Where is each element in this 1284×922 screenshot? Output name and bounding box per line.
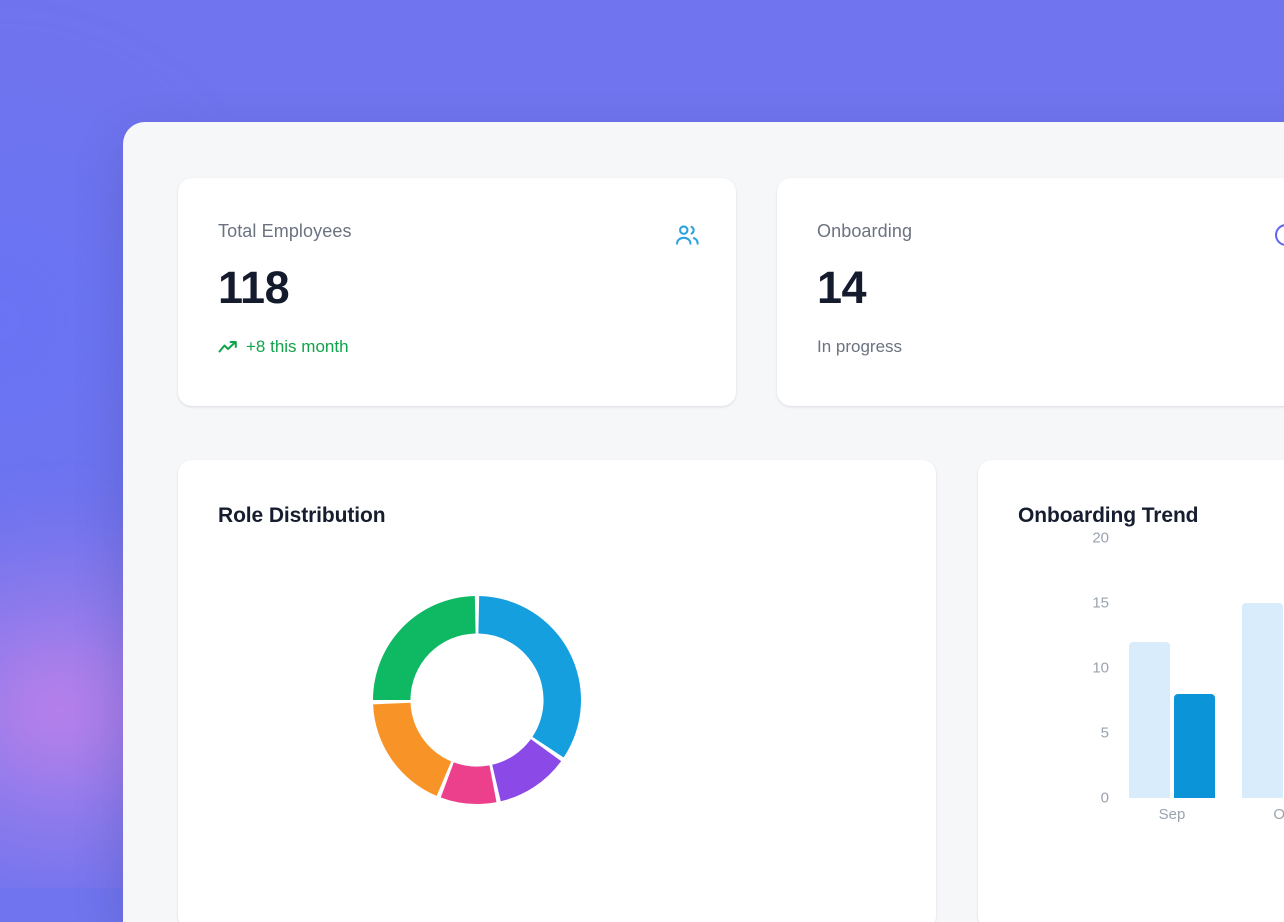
donut-slice[interactable] bbox=[373, 596, 476, 700]
donut-slice[interactable] bbox=[492, 739, 562, 802]
y-axis: 0 5 10 15 20 bbox=[1063, 530, 1109, 807]
clock-icon bbox=[1273, 222, 1284, 253]
stat-card-header: Onboarding bbox=[817, 221, 1284, 253]
y-axis-tick-label: 5 bbox=[1100, 724, 1109, 742]
stat-subtext: In progress bbox=[817, 337, 903, 357]
dashboard-panel: Total Employees 118 +8 this month bbox=[123, 122, 1284, 922]
stat-value: 14 bbox=[817, 262, 867, 313]
donut-slice[interactable] bbox=[478, 596, 581, 758]
stat-label: Total Employees bbox=[218, 221, 352, 241]
chart-card-role-distribution: Role Distribution bbox=[178, 460, 936, 922]
stat-card-header: Total Employees bbox=[218, 221, 700, 253]
x-axis-tick-label: Oct bbox=[1273, 806, 1284, 823]
stat-label: Onboarding bbox=[817, 221, 913, 241]
stat-subtext-label: In progress bbox=[817, 337, 903, 356]
donut-slice[interactable] bbox=[373, 702, 452, 796]
bar-group bbox=[1129, 538, 1219, 798]
trending-up-icon bbox=[218, 340, 238, 354]
x-axis-tick-label: Sep bbox=[1158, 806, 1186, 823]
bar[interactable] bbox=[1129, 642, 1170, 798]
stat-card-onboarding[interactable]: Onboarding 14 In progress bbox=[777, 178, 1284, 406]
y-axis-tick-label: 15 bbox=[1092, 594, 1109, 612]
y-axis-tick-label: 20 bbox=[1092, 529, 1109, 547]
y-axis-tick-label: 0 bbox=[1100, 789, 1109, 807]
stat-value: 118 bbox=[218, 262, 290, 313]
stat-subtext-label: +8 this month bbox=[246, 337, 349, 356]
bar[interactable] bbox=[1174, 694, 1215, 798]
plot-area: Sep Oct bbox=[1129, 538, 1284, 823]
role-distribution-donut-chart[interactable] bbox=[364, 587, 590, 813]
stat-card-total-employees[interactable]: Total Employees 118 +8 this month bbox=[178, 178, 736, 406]
bar[interactable] bbox=[1242, 603, 1283, 798]
chart-title: Onboarding Trend bbox=[1018, 504, 1199, 527]
y-axis-tick-label: 10 bbox=[1092, 659, 1109, 677]
users-icon bbox=[674, 222, 700, 253]
stat-subtext: +8 this month bbox=[218, 337, 349, 357]
chart-card-onboarding-trend: Onboarding Trend 0 5 10 15 20 Sep Oct bbox=[978, 460, 1284, 922]
bar-group bbox=[1242, 538, 1284, 798]
donut-slice[interactable] bbox=[440, 762, 497, 804]
chart-title: Role Distribution bbox=[218, 504, 386, 527]
onboarding-trend-bar-chart[interactable]: 0 5 10 15 20 Sep Oct bbox=[1008, 530, 1284, 868]
